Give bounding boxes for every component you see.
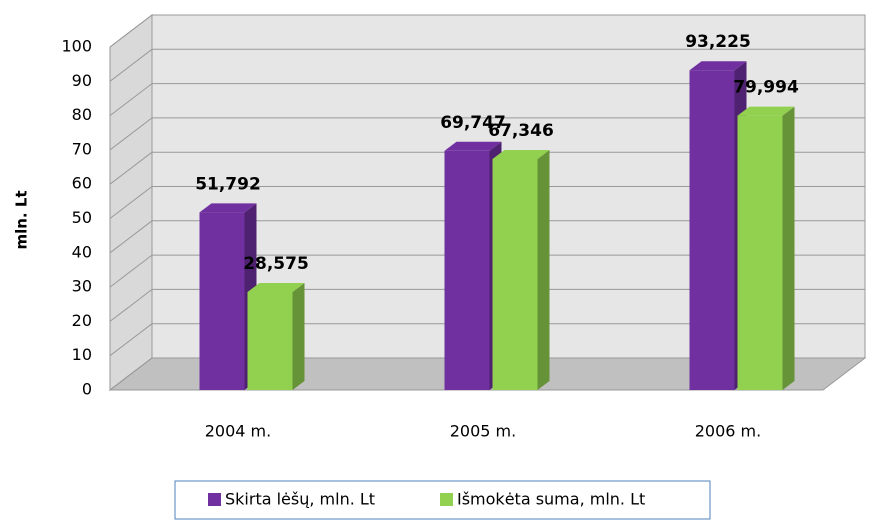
value-label: 79,994 [733,78,799,98]
legend-swatch [208,493,221,506]
grid-line [109,83,153,116]
y-tick-label: 100 [61,37,92,56]
grid-line [109,323,153,357]
bar-top [199,203,257,213]
bar-side [537,150,550,390]
y-tick-label: 70 [72,139,92,158]
bar [247,291,293,390]
value-label: 28,575 [243,254,309,274]
bar-top [737,106,795,116]
bar-top [247,282,305,292]
bar-top [689,61,747,71]
y-tick-label: 60 [72,174,92,193]
y-tick-label: 40 [72,242,92,261]
value-label: 93,225 [685,32,751,52]
legend-label: Išmokėta suma, mln. Lt [457,490,645,509]
x-tick-label: 2006 m. [695,422,761,441]
legend-swatch [440,493,453,506]
bar [492,159,538,390]
grid-line [109,48,153,82]
bar-side [782,106,795,391]
y-tick-label: 10 [72,345,92,364]
value-label: 51,792 [195,174,261,194]
x-tick-label: 2004 m. [205,422,271,441]
bar-top [492,150,550,160]
y-tick-label: 0 [82,380,92,399]
y-axis-label: mln. Lt [13,190,31,249]
grid-line [109,117,153,151]
grid-line [109,220,153,254]
value-label: 67,346 [488,121,554,141]
bar [199,212,245,390]
y-tick-label: 20 [72,311,92,330]
legend-label: Skirta lėšų, mln. Lt [225,490,375,509]
grid-line [109,357,153,391]
grid-line [109,254,153,288]
bar-side [292,282,305,390]
grid-line [109,151,153,185]
bar [689,70,735,390]
y-tick-label: 50 [72,208,92,227]
grid-line [109,289,153,322]
x-tick-label: 2005 m. [450,422,516,441]
y-tick-label: 90 [72,71,92,90]
bar [737,115,783,391]
value-label: 69,747 [440,113,506,133]
bar-top [444,141,502,151]
grid-line [109,14,153,48]
bar [444,150,490,390]
y-tick-label: 80 [72,105,92,124]
y-tick-label: 30 [72,277,92,296]
grid-line [109,186,153,219]
